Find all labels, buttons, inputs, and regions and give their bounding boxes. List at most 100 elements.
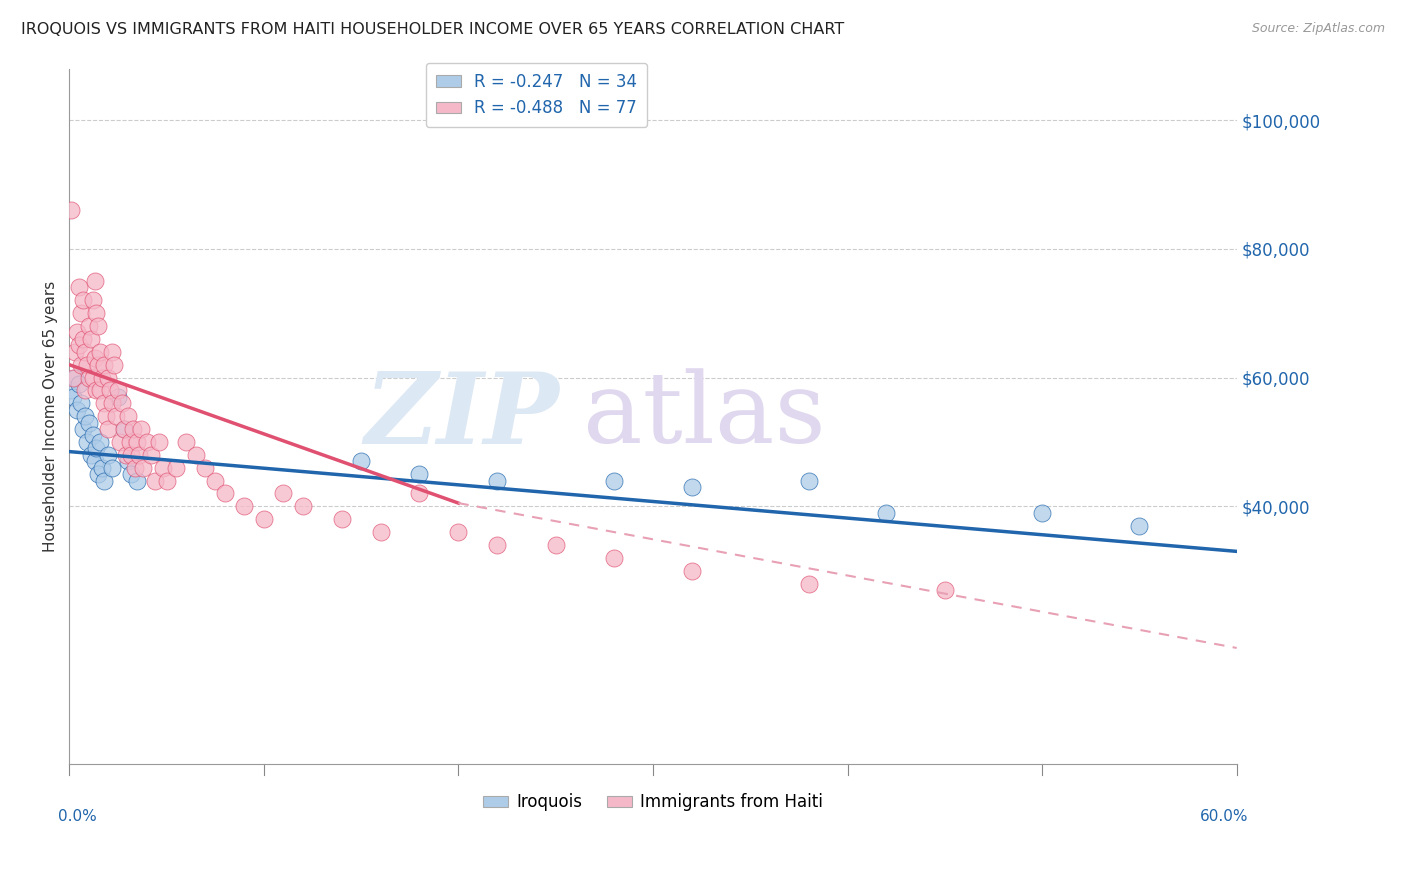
Point	[82, 370, 104, 384]
Point	[253, 512, 276, 526]
Point	[408, 486, 430, 500]
Point	[486, 474, 509, 488]
Point	[108, 434, 131, 449]
Point	[83, 454, 105, 468]
Point	[681, 564, 703, 578]
Text: 0.0%: 0.0%	[58, 809, 96, 824]
Point	[87, 358, 110, 372]
Point	[101, 344, 124, 359]
Point	[83, 351, 105, 366]
Point	[117, 409, 139, 424]
Point	[1031, 506, 1053, 520]
Point	[83, 274, 105, 288]
Point	[330, 512, 353, 526]
Point	[204, 474, 226, 488]
Point	[93, 474, 115, 488]
Point	[96, 409, 118, 424]
Point	[77, 416, 100, 430]
Point	[63, 344, 86, 359]
Point	[86, 442, 108, 456]
Point	[233, 500, 256, 514]
Point	[132, 460, 155, 475]
Point	[70, 396, 93, 410]
Point	[86, 306, 108, 320]
Point	[82, 428, 104, 442]
Point	[101, 460, 124, 475]
Point	[143, 474, 166, 488]
Point	[291, 500, 314, 514]
Point	[66, 402, 89, 417]
Point	[76, 358, 98, 372]
Text: atlas: atlas	[583, 368, 825, 464]
Point	[875, 506, 897, 520]
Point	[127, 434, 149, 449]
Point	[97, 422, 120, 436]
Point	[121, 467, 143, 482]
Point	[122, 422, 145, 436]
Point	[934, 582, 956, 597]
Point	[73, 384, 96, 398]
Point	[87, 467, 110, 482]
Point	[107, 384, 129, 398]
Point	[148, 434, 170, 449]
Point	[136, 434, 159, 449]
Point	[155, 474, 177, 488]
Point	[91, 370, 114, 384]
Point	[77, 370, 100, 384]
Point	[98, 384, 121, 398]
Point	[486, 538, 509, 552]
Point	[544, 538, 567, 552]
Point	[214, 486, 236, 500]
Point	[797, 576, 820, 591]
Point	[194, 460, 217, 475]
Point	[93, 358, 115, 372]
Point	[112, 422, 135, 436]
Point	[350, 454, 373, 468]
Point	[97, 448, 120, 462]
Point	[447, 524, 470, 539]
Point	[114, 448, 136, 462]
Point	[89, 344, 111, 359]
Point	[139, 448, 162, 462]
Point	[79, 448, 101, 462]
Point	[60, 384, 83, 398]
Point	[101, 396, 124, 410]
Point	[118, 434, 141, 449]
Point	[89, 384, 111, 398]
Point	[67, 280, 90, 294]
Point	[63, 370, 86, 384]
Point	[152, 460, 174, 475]
Point	[93, 396, 115, 410]
Point	[603, 550, 626, 565]
Point	[91, 460, 114, 475]
Point	[117, 454, 139, 468]
Point	[72, 332, 94, 346]
Point	[62, 390, 84, 404]
Point	[271, 486, 294, 500]
Point	[184, 448, 207, 462]
Point	[370, 524, 392, 539]
Point	[111, 396, 134, 410]
Point	[87, 319, 110, 334]
Point	[73, 344, 96, 359]
Point	[1128, 518, 1150, 533]
Point	[67, 376, 90, 391]
Text: 60.0%: 60.0%	[1199, 809, 1249, 824]
Point	[797, 474, 820, 488]
Text: Source: ZipAtlas.com: Source: ZipAtlas.com	[1251, 22, 1385, 36]
Point	[86, 384, 108, 398]
Point	[72, 293, 94, 308]
Point	[121, 448, 143, 462]
Point	[174, 434, 197, 449]
Point	[124, 460, 146, 475]
Point	[104, 409, 127, 424]
Point	[103, 358, 125, 372]
Point	[70, 358, 93, 372]
Point	[97, 370, 120, 384]
Point	[112, 422, 135, 436]
Legend: Iroquois, Immigrants from Haiti: Iroquois, Immigrants from Haiti	[477, 787, 830, 818]
Point	[129, 422, 152, 436]
Y-axis label: Householder Income Over 65 years: Householder Income Over 65 years	[44, 281, 58, 552]
Point	[128, 448, 150, 462]
Point	[82, 293, 104, 308]
